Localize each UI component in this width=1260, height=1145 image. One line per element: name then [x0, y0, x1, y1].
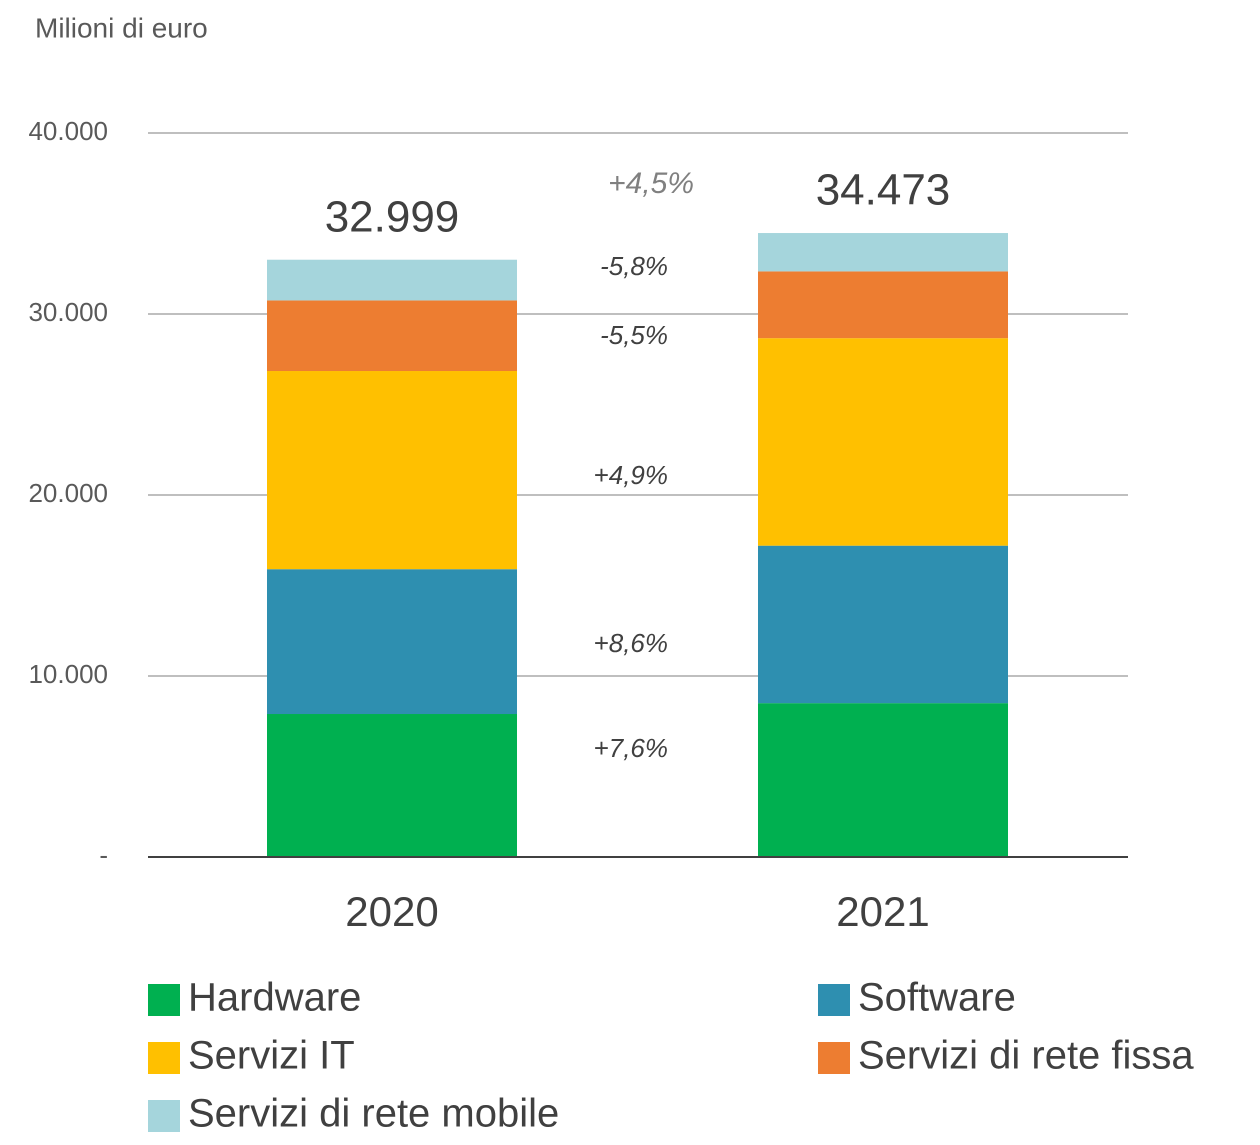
bar-segment [267, 300, 517, 372]
legend-swatch [148, 1100, 180, 1132]
bar-segment [758, 703, 1008, 857]
bar-segment [267, 259, 517, 301]
y-tick-label: 10.000 [28, 659, 108, 689]
x-tick-label: 2020 [345, 888, 438, 935]
legend-label: Software [858, 976, 1016, 1020]
growth-label: -5,5% [600, 320, 668, 350]
legend-label: Servizi IT [188, 1034, 355, 1078]
legend-label: Servizi di rete mobile [188, 1092, 559, 1136]
growth-label: +8,6% [594, 628, 668, 658]
bar-segment [267, 371, 517, 570]
y-tick-label: 40.000 [28, 116, 108, 146]
total-label: 34.473 [816, 166, 951, 215]
y-tick-label: 30.000 [28, 297, 108, 327]
total-label: 32.999 [325, 192, 460, 241]
growth-label: +7,6% [594, 733, 668, 763]
bar-segment [267, 714, 517, 857]
legend-swatch [148, 984, 180, 1016]
bar-segment [758, 271, 1008, 339]
bar-segment [758, 545, 1008, 704]
legend-swatch [818, 984, 850, 1016]
bar-segment [267, 569, 517, 715]
legend-swatch [818, 1042, 850, 1074]
y-tick-label: 20.000 [28, 478, 108, 508]
bar-segment [758, 338, 1008, 546]
total-growth-label: +4,5% [608, 167, 694, 200]
legend-label: Servizi di rete fissa [858, 1034, 1194, 1078]
bar-segment [758, 233, 1008, 272]
growth-label: +4,9% [594, 460, 668, 490]
x-tick-label: 2021 [836, 888, 929, 935]
axis-title: Milioni di euro [35, 12, 208, 43]
legend-label: Hardware [188, 976, 361, 1020]
legend-swatch [148, 1042, 180, 1074]
y-tick-label: - [99, 840, 108, 870]
growth-label: -5,8% [600, 251, 668, 281]
